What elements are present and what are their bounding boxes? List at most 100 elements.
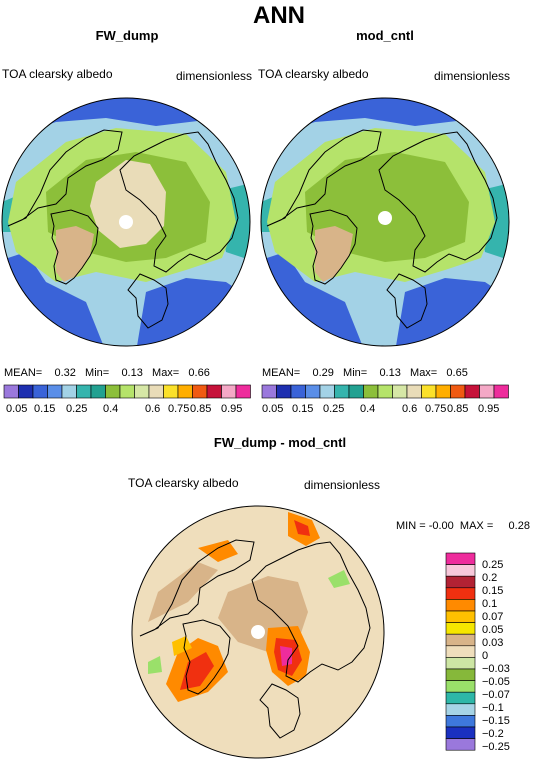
colorbar-box bbox=[90, 384, 106, 399]
coastline bbox=[182, 619, 231, 695]
min-value: 0.13 bbox=[121, 367, 143, 379]
coastline bbox=[309, 209, 358, 285]
colorbar-tick-label: 0.75 bbox=[168, 403, 190, 415]
colorbar-tick-label: 0.85 bbox=[190, 403, 212, 415]
colorbar-box bbox=[392, 384, 408, 399]
colorbar-box bbox=[363, 384, 379, 399]
colorbar-box bbox=[445, 726, 476, 739]
pole-hole bbox=[378, 211, 392, 225]
polar-map bbox=[2, 98, 250, 346]
unit-label-difference: dimensionless bbox=[304, 478, 381, 492]
field-region bbox=[280, 646, 292, 666]
colorbar-tick-label: 0.03 bbox=[482, 637, 504, 649]
colorbar-tick-label: 0.2 bbox=[482, 572, 498, 584]
map-border bbox=[260, 97, 510, 347]
coastline bbox=[259, 683, 301, 739]
colorbar-tick-label: 0.07 bbox=[482, 611, 504, 623]
colorbar-tick-label: 0.05 bbox=[6, 403, 28, 415]
colorbar-tick-label: 0.6 bbox=[145, 403, 161, 415]
stats-fw-dump: MEAN= 0.32 Min= 0.13 Max= 0.66 bbox=[4, 367, 210, 379]
coastline bbox=[139, 539, 255, 637]
mean-value: 0.29 bbox=[312, 367, 334, 379]
colorbar-box bbox=[445, 587, 476, 600]
colorbar-box bbox=[47, 384, 63, 399]
colorbar-box bbox=[445, 599, 476, 612]
field-region bbox=[180, 652, 214, 690]
colorbar-box bbox=[18, 384, 34, 399]
min-value: -0.00 bbox=[428, 520, 454, 532]
variable-label-mod-cntl: TOA clearsky albedo bbox=[258, 67, 369, 81]
colorbar-box bbox=[61, 384, 77, 399]
colorbar-tick-label: −0.2 bbox=[482, 728, 504, 740]
min-label: MIN = bbox=[396, 520, 426, 532]
colorbar-tick-label: 0.95 bbox=[221, 403, 243, 415]
max-value: 0.66 bbox=[188, 367, 210, 379]
colorbar-box bbox=[445, 738, 476, 751]
coastline bbox=[266, 129, 382, 227]
colorbar-tick-label: 0.25 bbox=[482, 559, 504, 571]
colorbar-box bbox=[221, 384, 237, 399]
colorbar-box bbox=[464, 384, 480, 399]
colorbar-tick-label: −0.1 bbox=[482, 702, 504, 714]
colorbar-box bbox=[105, 384, 121, 399]
colorbar-tick-label: 0.05 bbox=[262, 403, 284, 415]
colorbar-box bbox=[435, 384, 451, 399]
colorbar-box bbox=[450, 384, 466, 399]
colorbar-box bbox=[445, 633, 476, 647]
mean-value: 0.32 bbox=[54, 367, 76, 379]
field-region bbox=[90, 160, 166, 248]
pole-hole bbox=[251, 625, 265, 639]
colorbar-tick-label: 0.15 bbox=[292, 403, 314, 415]
colorbar-box bbox=[445, 610, 476, 623]
field-region bbox=[198, 540, 238, 562]
map-border bbox=[131, 505, 385, 759]
colorbar-box bbox=[445, 703, 476, 716]
colorbar-box bbox=[290, 384, 306, 399]
colorbar-box bbox=[276, 384, 292, 399]
stats-mod-cntl: MEAN= 0.29 Min= 0.13 Max= 0.65 bbox=[262, 367, 468, 379]
max-label: Max= bbox=[410, 367, 438, 379]
colorbar-tick-label: 0.4 bbox=[103, 403, 119, 415]
colorbar-tick-label: 0.25 bbox=[323, 403, 345, 415]
variable-label-difference: TOA clearsky albedo bbox=[128, 476, 239, 490]
colorbar-box bbox=[445, 564, 476, 577]
coastline bbox=[127, 273, 169, 329]
field-region bbox=[172, 636, 192, 656]
colorbar-box bbox=[163, 384, 179, 399]
colorbar-box bbox=[206, 384, 222, 399]
colorbar-box bbox=[3, 384, 19, 399]
colorbar-box bbox=[192, 384, 208, 399]
field-region bbox=[56, 226, 94, 282]
colorbar-box bbox=[177, 384, 193, 399]
colorbar-box bbox=[445, 645, 476, 658]
colorbar-tick-label: −0.25 bbox=[482, 741, 510, 753]
field-region bbox=[328, 570, 350, 588]
colorbar-box bbox=[377, 384, 393, 399]
field-region bbox=[315, 226, 353, 282]
colorbar-box bbox=[319, 384, 335, 399]
min-label: Min= bbox=[343, 367, 368, 379]
colorbar-tick-label: −0.03 bbox=[482, 663, 510, 675]
colorbar-tick-label: 0.95 bbox=[478, 403, 500, 415]
colorbar-box bbox=[348, 384, 364, 399]
colorbar-box bbox=[445, 715, 476, 728]
max-label: Max= bbox=[152, 367, 180, 379]
colorbar-box bbox=[445, 622, 476, 635]
colorbar-box bbox=[445, 657, 476, 670]
colorbar-tick-label: −0.07 bbox=[482, 689, 510, 701]
max-value: 0.65 bbox=[446, 367, 468, 379]
panel-title-mod-cntl: mod_cntl bbox=[356, 28, 414, 43]
coastline bbox=[386, 273, 428, 329]
colorbar-tick-label: 0 bbox=[482, 650, 489, 662]
field-region bbox=[294, 520, 310, 536]
colorbar-box bbox=[76, 384, 92, 399]
coastline bbox=[378, 131, 498, 273]
colorbar-tick-label: 0.05 bbox=[482, 624, 504, 636]
colorbar-tick-label: 0.15 bbox=[482, 585, 504, 597]
panel-title-fw-dump: FW_dump bbox=[95, 28, 159, 43]
colorbar-box bbox=[445, 680, 476, 693]
colorbar-box bbox=[261, 384, 277, 399]
colorbar-box bbox=[493, 384, 509, 399]
colorbar-box bbox=[235, 384, 251, 399]
colorbar-tick-label: 0.6 bbox=[402, 403, 418, 415]
